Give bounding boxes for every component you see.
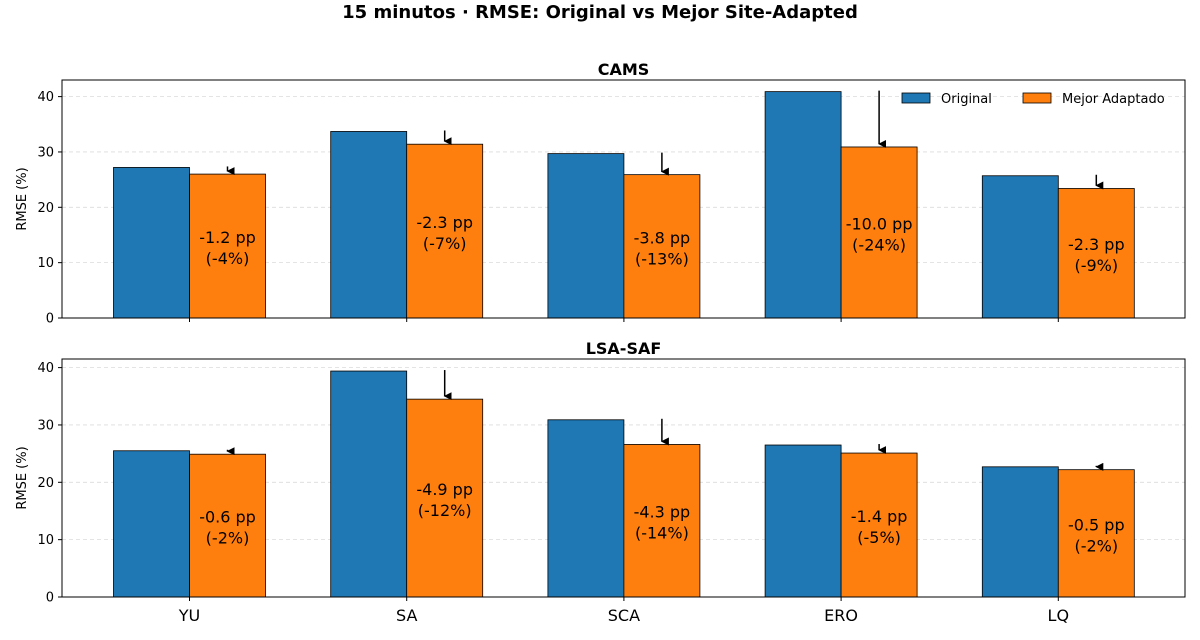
bar-original-sa — [330, 131, 408, 319]
y-axis-label: RMSE (%) — [15, 167, 30, 230]
annotation-change: -10.0 pp — [846, 214, 913, 233]
annotation-change: -0.6 pp — [199, 508, 256, 527]
y-tick-label: 30 — [37, 418, 54, 433]
annotation-change: -2.3 pp — [1068, 235, 1125, 254]
bar-original-sca — [547, 419, 625, 598]
x-tick-label-sca: SCA — [608, 606, 640, 625]
legend-label: Mejor Adaptado — [1062, 92, 1165, 107]
bar-adapted-ero — [840, 146, 918, 319]
annotation-change: -0.5 pp — [1068, 515, 1125, 534]
bar-original-lq — [981, 466, 1059, 598]
subplot-title: LSA-SAF — [586, 339, 662, 358]
bar-adapted-sa — [406, 398, 484, 598]
x-tick-label-yu: YU — [178, 606, 200, 625]
legend-swatch — [1022, 92, 1052, 104]
legend-label: Original — [941, 92, 992, 107]
y-tick-label: 30 — [37, 145, 54, 160]
x-tick-label-sa: SA — [396, 606, 417, 625]
bar-original-ero — [764, 444, 842, 598]
bar-adapted-sa — [406, 143, 484, 319]
annotation-percent: (-4%) — [206, 249, 250, 268]
annotation-percent: (-7%) — [423, 234, 467, 253]
y-tick-label: 10 — [37, 256, 54, 271]
y-tick-label: 10 — [37, 533, 54, 548]
bar-original-sca — [547, 153, 625, 319]
subplot-lsa-saf: 0 10 20 30 40 RMSE (%) LSA-SAF -0.6 pp (-2%) YU -4… — [15, 339, 1186, 625]
legend: Original Mejor Adaptado — [901, 92, 1165, 107]
subplot-cams: 0 10 20 30 40 RMSE (%) CAMS -1.2 pp (-4%) -2.3 pp… — [15, 60, 1186, 327]
annotation-change: -4.9 pp — [416, 480, 473, 499]
annotation-percent: (-14%) — [635, 524, 689, 543]
y-tick-label: 40 — [37, 90, 54, 105]
bar-original-lq — [981, 175, 1059, 319]
bar-original-sa — [330, 370, 408, 598]
annotation-percent: (-5%) — [857, 528, 901, 547]
annotation-percent: (-2%) — [1074, 536, 1118, 555]
subplot-title: CAMS — [598, 60, 650, 79]
y-tick-label: 20 — [37, 476, 54, 491]
y-tick-label: 0 — [46, 591, 54, 606]
axes-frame — [61, 358, 1186, 598]
annotation-change: -2.3 pp — [416, 213, 473, 232]
axes-frame — [61, 79, 1186, 319]
annotation-change: -4.3 pp — [634, 503, 691, 522]
bar-adapted-sca — [623, 444, 701, 598]
annotation-percent: (-9%) — [1074, 256, 1118, 275]
annotation-change: -1.4 pp — [851, 507, 908, 526]
bar-original-yu — [113, 450, 190, 598]
x-tick-label-lq: LQ — [1048, 606, 1070, 625]
x-tick-label-ero: ERO — [824, 606, 858, 625]
legend-swatch — [901, 92, 931, 104]
bar-adapted-lq — [1057, 469, 1135, 598]
y-tick-label: 40 — [37, 361, 54, 376]
annotation-percent: (-13%) — [635, 249, 689, 268]
bar-adapted-ero — [840, 452, 918, 598]
annotation-percent: (-2%) — [206, 529, 250, 548]
bar-adapted-yu — [189, 453, 266, 598]
y-axis-label: RMSE (%) — [15, 446, 30, 509]
annotation-change: -1.2 pp — [199, 228, 256, 247]
bar-original-yu — [113, 167, 190, 319]
y-tick-label: 20 — [37, 201, 54, 216]
bar-adapted-lq — [1057, 188, 1135, 319]
figure-title: 15 minutos · RMSE: Original vs Mejor Sit… — [342, 2, 858, 23]
annotation-percent: (-24%) — [852, 235, 906, 254]
annotation-change: -3.8 pp — [634, 228, 691, 247]
annotation-percent: (-12%) — [418, 501, 472, 520]
bar-original-ero — [764, 91, 842, 319]
y-tick-label: 0 — [46, 312, 54, 327]
